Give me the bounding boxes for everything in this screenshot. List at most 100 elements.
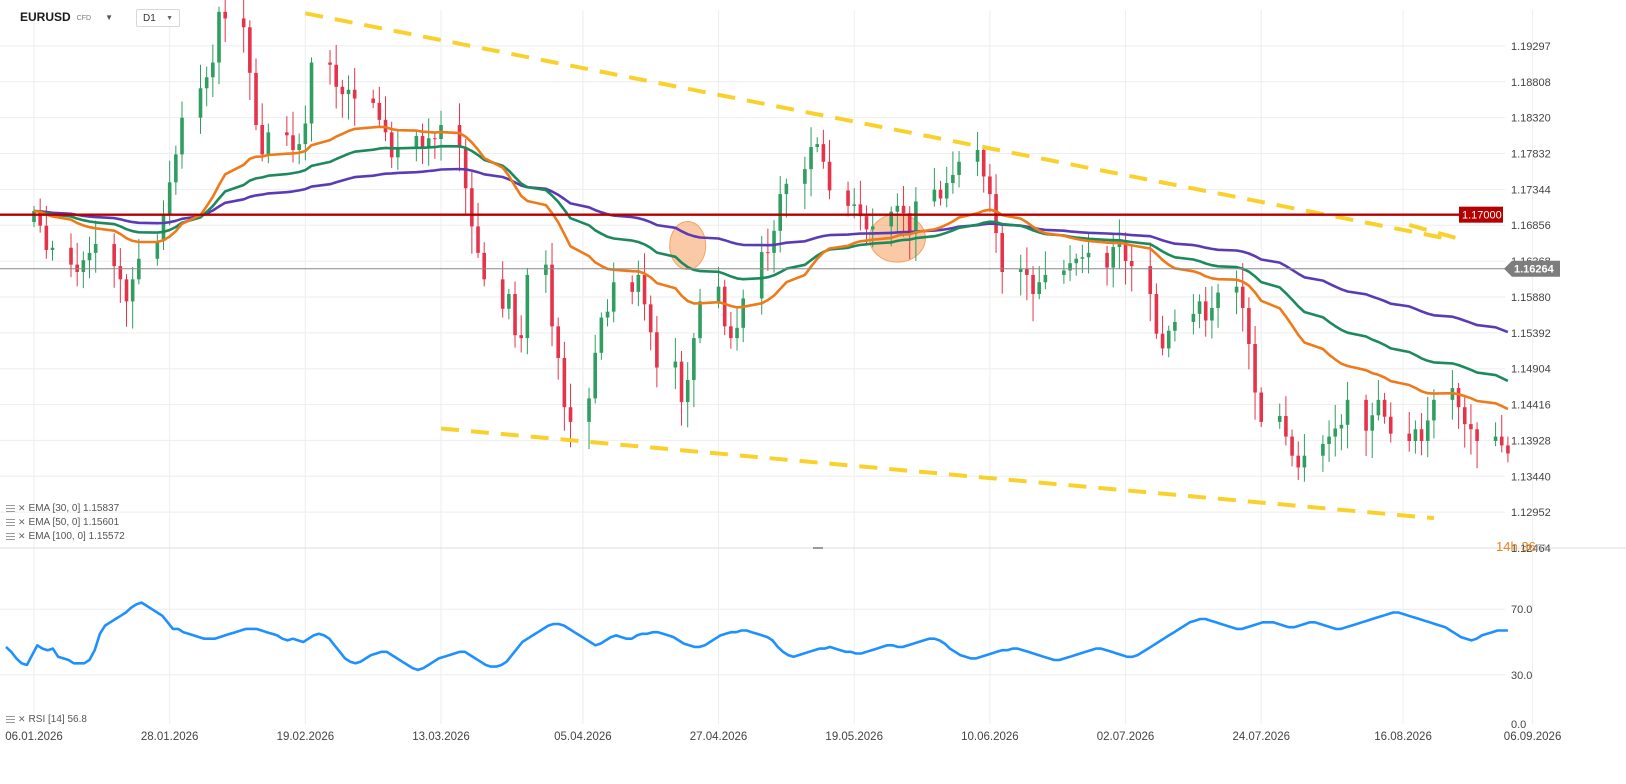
candle[interactable] bbox=[932, 189, 937, 202]
candle[interactable] bbox=[1154, 294, 1159, 334]
candle[interactable] bbox=[248, 27, 252, 73]
candle[interactable] bbox=[599, 317, 604, 353]
settings-lines-icon[interactable] bbox=[6, 533, 15, 540]
candle[interactable] bbox=[889, 211, 894, 227]
candle[interactable] bbox=[1370, 415, 1375, 431]
candle[interactable] bbox=[722, 286, 727, 327]
candle[interactable] bbox=[827, 161, 832, 191]
candle[interactable] bbox=[266, 132, 271, 155]
candle[interactable] bbox=[1364, 399, 1368, 431]
candle[interactable] bbox=[1000, 233, 1005, 272]
candle[interactable] bbox=[568, 407, 573, 422]
candle[interactable] bbox=[1086, 252, 1091, 258]
candle[interactable] bbox=[692, 338, 696, 381]
candle[interactable] bbox=[303, 123, 308, 145]
candle[interactable] bbox=[217, 11, 221, 63]
candle[interactable] bbox=[1456, 388, 1461, 408]
candle[interactable] bbox=[1376, 399, 1381, 416]
settings-lines-icon[interactable] bbox=[6, 716, 15, 723]
candle[interactable] bbox=[988, 176, 992, 195]
candle[interactable] bbox=[130, 279, 135, 302]
candle[interactable] bbox=[124, 279, 129, 302]
candle[interactable] bbox=[1080, 257, 1085, 259]
candle[interactable] bbox=[476, 226, 480, 253]
candle[interactable] bbox=[1210, 307, 1214, 321]
candle[interactable] bbox=[766, 252, 770, 254]
candle[interactable] bbox=[482, 252, 486, 280]
candle[interactable] bbox=[1413, 429, 1418, 442]
candle[interactable] bbox=[1462, 407, 1467, 425]
candle[interactable] bbox=[1247, 307, 1251, 344]
candle[interactable] bbox=[914, 201, 918, 234]
candle[interactable] bbox=[870, 226, 875, 230]
candle[interactable] bbox=[1216, 292, 1220, 308]
candle[interactable] bbox=[507, 294, 511, 309]
symbol-dropdown-icon[interactable]: ▼ bbox=[105, 12, 113, 22]
candle[interactable] bbox=[809, 147, 813, 170]
candle[interactable] bbox=[328, 62, 332, 65]
candle[interactable] bbox=[1129, 260, 1134, 267]
candle[interactable] bbox=[1253, 343, 1257, 393]
candle[interactable] bbox=[759, 252, 764, 299]
upper-trend[interactable] bbox=[304, 11, 1453, 242]
candle[interactable] bbox=[907, 213, 912, 234]
candle[interactable] bbox=[198, 88, 203, 118]
rsi-line[interactable] bbox=[5, 601, 1508, 672]
candle[interactable] bbox=[1419, 429, 1424, 442]
candle[interactable] bbox=[32, 210, 36, 223]
candle[interactable] bbox=[772, 230, 776, 253]
candle[interactable] bbox=[1296, 455, 1301, 468]
candle[interactable] bbox=[1493, 436, 1498, 442]
candle[interactable] bbox=[1388, 416, 1393, 434]
upper-trend-extension[interactable] bbox=[1408, 223, 1466, 243]
candle[interactable] bbox=[685, 380, 690, 403]
candle[interactable] bbox=[297, 144, 301, 150]
legend-ema50[interactable]: ✕ EMA [50, 0] 1.15601 bbox=[6, 517, 119, 528]
candle[interactable] bbox=[1203, 301, 1208, 321]
candle[interactable] bbox=[371, 98, 375, 103]
candle[interactable] bbox=[420, 136, 425, 148]
candle[interactable] bbox=[901, 205, 906, 214]
candle[interactable] bbox=[1469, 424, 1473, 430]
candle[interactable] bbox=[44, 225, 49, 250]
candle[interactable] bbox=[1277, 416, 1282, 422]
candle[interactable] bbox=[655, 332, 659, 368]
candle[interactable] bbox=[291, 135, 295, 150]
candle[interactable] bbox=[895, 205, 900, 212]
candle[interactable] bbox=[1166, 330, 1171, 349]
candle[interactable] bbox=[396, 147, 400, 158]
candle[interactable] bbox=[118, 266, 123, 280]
close-icon[interactable]: ✕ bbox=[18, 503, 26, 513]
candle[interactable] bbox=[1111, 246, 1116, 268]
candle[interactable] bbox=[1037, 282, 1042, 295]
ema50-line[interactable] bbox=[33, 144, 1509, 383]
candle[interactable] bbox=[784, 183, 789, 195]
timeframe-select[interactable]: D1 ▼ bbox=[136, 9, 180, 27]
candle[interactable] bbox=[389, 132, 394, 158]
candle[interactable] bbox=[846, 190, 850, 206]
candle[interactable] bbox=[1191, 313, 1196, 322]
candle[interactable] bbox=[346, 89, 351, 95]
candle[interactable] bbox=[167, 182, 172, 215]
candle[interactable] bbox=[463, 147, 468, 189]
candle[interactable] bbox=[1234, 286, 1239, 293]
candle[interactable] bbox=[1321, 443, 1325, 456]
candle[interactable] bbox=[174, 154, 178, 183]
candle[interactable] bbox=[1018, 269, 1023, 272]
candle[interactable] bbox=[1123, 241, 1128, 261]
candle[interactable] bbox=[112, 244, 116, 267]
candle[interactable] bbox=[155, 241, 160, 259]
candle[interactable] bbox=[642, 274, 647, 305]
lower-trend[interactable] bbox=[440, 426, 1435, 521]
candle[interactable] bbox=[211, 62, 215, 78]
candle[interactable] bbox=[803, 169, 807, 184]
candle[interactable] bbox=[1043, 274, 1048, 283]
candle[interactable] bbox=[815, 144, 820, 148]
candle[interactable] bbox=[1475, 429, 1479, 442]
candle[interactable] bbox=[716, 286, 721, 302]
candle[interactable] bbox=[334, 64, 338, 87]
candle[interactable] bbox=[260, 125, 264, 155]
close-icon[interactable]: ✕ bbox=[18, 517, 26, 527]
candle[interactable] bbox=[1432, 399, 1436, 421]
